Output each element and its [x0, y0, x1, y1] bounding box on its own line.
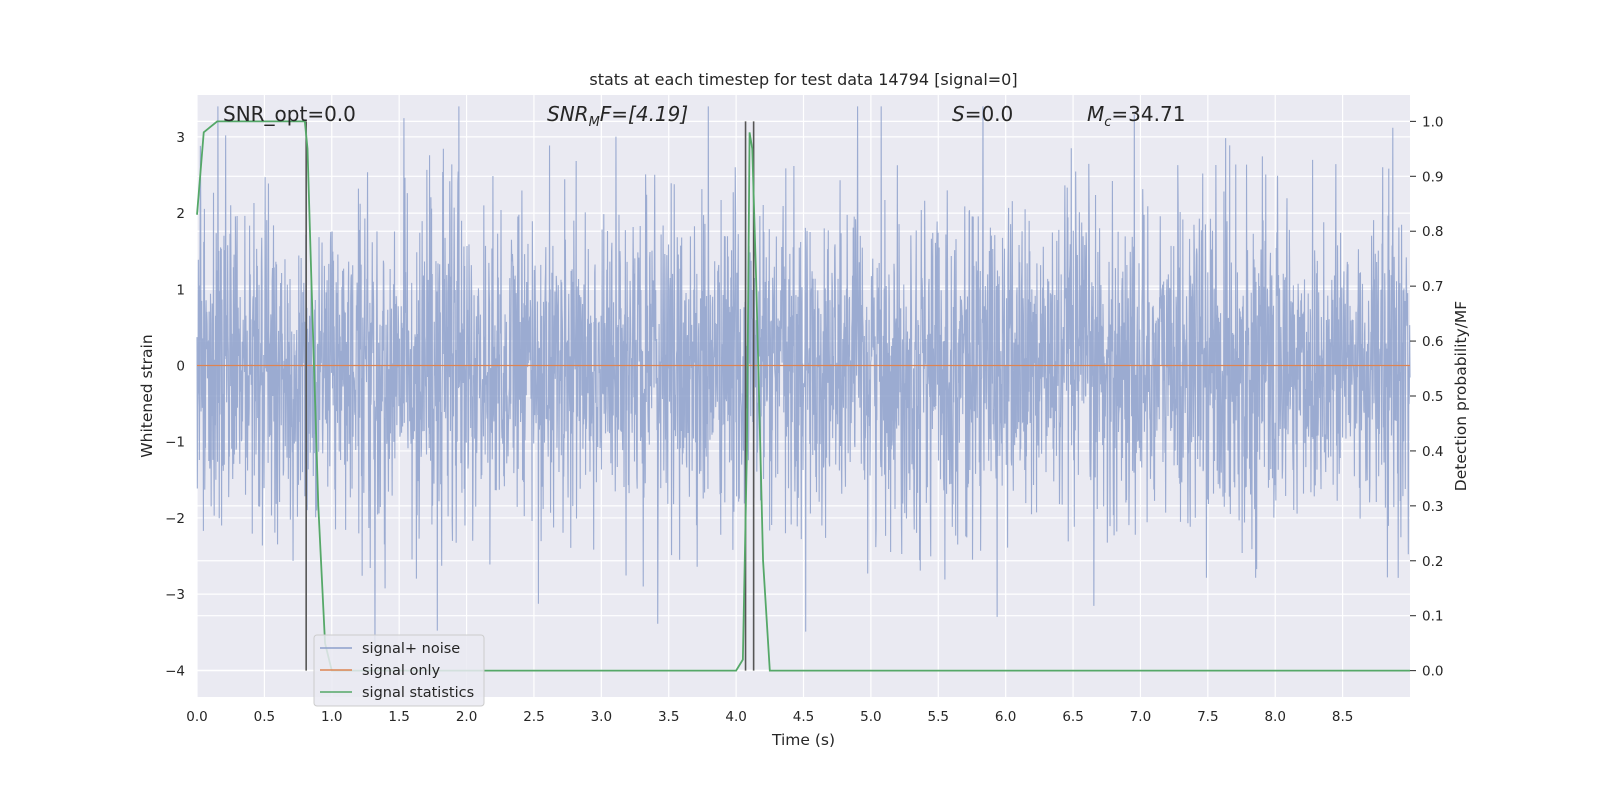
y-tick-label: −1 — [165, 435, 185, 451]
x-tick-label: 2.0 — [456, 709, 477, 725]
y2-tick-label: 0.4 — [1422, 444, 1443, 460]
annotation-snr-mf-rest: F=[4.19] — [600, 102, 688, 126]
x-tick-label: 8.5 — [1332, 709, 1353, 725]
x-tick-label: 5.0 — [860, 709, 881, 725]
x-tick-label: 6.0 — [995, 709, 1016, 725]
annotation-mc: Mc=34.71 — [1087, 102, 1185, 130]
x-tick-label: 0.5 — [254, 709, 275, 725]
y-tick-label: −4 — [165, 663, 185, 679]
x-tick-label: 4.0 — [725, 709, 746, 725]
signal-statistics-line — [196, 120, 1410, 672]
y2-tick-label: 0.8 — [1422, 224, 1443, 240]
y-tick-label: −2 — [165, 511, 185, 527]
y-tick-label: 1 — [176, 282, 185, 298]
signal-noise-series — [196, 106, 1411, 650]
signal-statistics-series — [196, 120, 1410, 672]
y2-tick-label: 0.3 — [1422, 499, 1443, 515]
annotation-snr-mf-sub: M — [589, 115, 600, 130]
x-axis-label: Time (s) — [771, 731, 835, 749]
y2-tick-label: 0.2 — [1422, 554, 1443, 570]
annotation-s: S=0.0 — [952, 102, 1013, 126]
x-tick-label: 5.5 — [928, 709, 949, 725]
annotation-mc-main: M — [1087, 102, 1104, 126]
tick-labels: 0.0 0.5 1.0 1.5 2.0 2.5 3.0 3.5 4.0 4.5 5.0 5.5 6.0 6… — [165, 114, 1443, 725]
annotation-mc-rest: =34.71 — [1111, 102, 1185, 126]
y-tick-label: 0 — [176, 359, 185, 375]
y2-tick-label: 0.0 — [1422, 664, 1443, 680]
legend: signal+ noise signal only signal statist… — [313, 634, 485, 707]
y2-tick-label: 0.6 — [1422, 334, 1443, 350]
legend-box — [313, 634, 485, 707]
x-tick-label: 7.5 — [1197, 709, 1218, 725]
chart-title: stats at each timestep for test data 147… — [589, 70, 1017, 89]
x-tick-label: 3.0 — [591, 709, 612, 725]
x-tick-label: 8.0 — [1264, 709, 1285, 725]
x-tick-label: 3.5 — [658, 709, 679, 725]
annotation-snr-mf: SNRMF=[4.19] — [547, 102, 688, 130]
legend-label-signal-noise: signal+ noise — [362, 641, 460, 657]
signal-noise-line — [196, 106, 1411, 650]
x-tick-label: 1.5 — [388, 709, 409, 725]
annotation-s-rest: =0.0 — [965, 102, 1014, 126]
y2-axis-label: Detection probability/MF — [1452, 301, 1470, 492]
legend-label-signal-statistics: signal statistics — [362, 685, 474, 701]
x-tick-label: 4.5 — [793, 709, 814, 725]
y2-tick-label: 0.7 — [1422, 279, 1443, 295]
x-tick-label: 7.0 — [1130, 709, 1151, 725]
x-tick-label: 2.5 — [523, 709, 544, 725]
annotation-s-main: S — [952, 102, 965, 126]
y-tick-label: 3 — [176, 130, 185, 146]
y2-tick-label: 0.9 — [1422, 169, 1443, 185]
y-tick-label: −3 — [165, 587, 185, 603]
y2-tick-label: 0.5 — [1422, 389, 1443, 405]
annotation-mc-sub: c — [1104, 115, 1111, 130]
annotation-snr-opt: SNR_opt=0.0 — [223, 102, 356, 126]
y-axis-label: Whitened strain — [138, 334, 156, 457]
x-tick-label: 6.5 — [1062, 709, 1083, 725]
y2-tick-label: 1.0 — [1422, 114, 1443, 130]
y2-tick-label: 0.1 — [1422, 609, 1443, 625]
legend-label-signal-only: signal only — [362, 663, 441, 679]
annotation-snr-mf-main: SNR — [547, 102, 589, 126]
y-tick-label: 2 — [176, 206, 185, 222]
x-tick-label: 0.0 — [186, 709, 207, 725]
x-tick-label: 1.0 — [321, 709, 342, 725]
